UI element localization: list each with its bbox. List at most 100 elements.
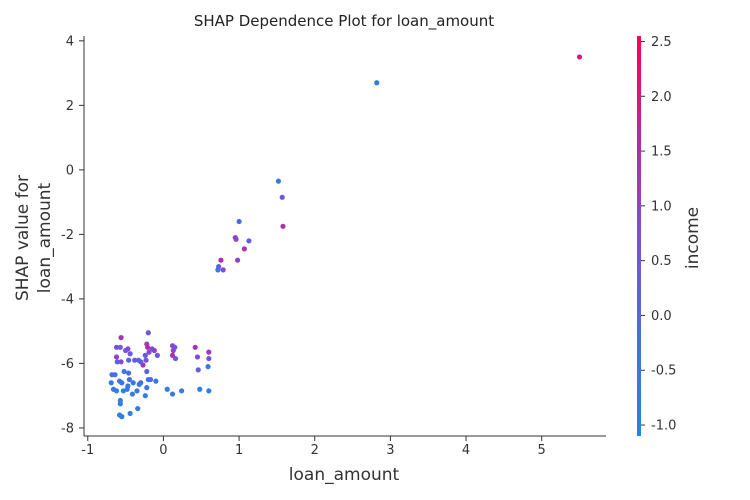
data-point (135, 405, 141, 412)
data-point (241, 246, 247, 252)
y-tick-label: -6 (61, 357, 74, 372)
data-point (192, 344, 198, 350)
x-axis-label: loan_amount (289, 465, 400, 485)
y-tick-label: -8 (61, 421, 74, 436)
data-point (123, 347, 129, 354)
data-point (136, 381, 142, 387)
x-tick-label: 1 (235, 443, 243, 458)
data-point (194, 354, 201, 360)
colorbar-label: income (683, 207, 703, 269)
data-point (153, 378, 159, 384)
data-point (144, 368, 150, 375)
data-point (114, 359, 120, 365)
colorbar-tick-label: 2.5 (651, 35, 672, 50)
plot-area: -1 0 1 2 3 4 5 -8 -6 -4 -2 0 2 4 (61, 34, 606, 458)
data-point (126, 376, 132, 383)
data-point (233, 236, 239, 242)
colorbar: -1.0 -0.5 0.0 0.5 1.0 1.5 2.0 2.5 (637, 35, 676, 436)
data-point (109, 372, 115, 378)
y-tick-label: 2 (66, 99, 74, 114)
data-point (205, 364, 211, 370)
data-point (206, 388, 212, 394)
data-point (576, 54, 583, 60)
colorbar-tick-label: 0.0 (651, 309, 672, 324)
data-point (110, 386, 117, 392)
data-point (130, 380, 136, 386)
colorbar-tick-label: -0.5 (651, 364, 676, 379)
data-point (206, 349, 212, 355)
x-tick-label: 4 (462, 443, 470, 458)
data-point (197, 386, 203, 392)
data-point (117, 344, 123, 350)
data-point (154, 352, 160, 358)
data-point (246, 238, 252, 244)
colorbar-tick-label: 1.0 (651, 199, 672, 214)
x-tick-label: 0 (159, 443, 167, 458)
data-point (144, 385, 150, 391)
data-point (218, 257, 224, 263)
data-point (169, 343, 176, 349)
data-point (374, 80, 380, 86)
y-tick-label: -4 (61, 292, 74, 307)
data-point (118, 359, 124, 365)
x-tick-label: 5 (538, 443, 546, 458)
y-ticks: -8 -6 -4 -2 0 2 4 (61, 34, 84, 436)
data-point (126, 357, 132, 363)
data-point (145, 330, 151, 336)
data-point (220, 267, 226, 273)
data-point (132, 357, 138, 363)
data-point (129, 391, 136, 397)
colorbar-gradient (637, 36, 641, 436)
data-point (280, 223, 286, 229)
data-point (142, 352, 148, 358)
y-axis-label-line-2: loan_amount (35, 182, 55, 293)
data-point (119, 414, 125, 420)
data-point (164, 386, 170, 392)
y-axis-label-line-1: SHAP value for (13, 175, 33, 301)
data-point (146, 349, 152, 355)
data-point (118, 335, 124, 341)
colorbar-tick-label: 1.5 (651, 145, 672, 160)
data-point (117, 401, 123, 407)
data-point (178, 388, 185, 394)
data-point (127, 410, 133, 417)
data-point (215, 267, 221, 273)
data-point (172, 355, 179, 362)
data-point (108, 380, 114, 386)
data-point (142, 393, 148, 399)
data-point (135, 357, 142, 363)
data-point (143, 357, 149, 363)
x-tick-label: 3 (386, 443, 394, 458)
data-point (170, 347, 176, 354)
data-point (120, 388, 126, 394)
x-tick-label: -1 (81, 443, 94, 458)
data-point (195, 367, 201, 373)
data-point (113, 354, 120, 360)
y-axis-label-2: loan_amount (35, 182, 55, 293)
data-point (126, 370, 132, 376)
data-point (275, 178, 282, 184)
data-point (147, 376, 154, 383)
y-tick-label: -2 (61, 228, 74, 243)
y-tick-label: 4 (66, 34, 74, 49)
chart-title: SHAP Dependence Plot for loan_amount (194, 12, 494, 31)
data-point (134, 388, 140, 394)
colorbar-tick-label: -1.0 (651, 419, 676, 434)
colorbar-tick-label: 2.0 (651, 90, 672, 105)
data-point (169, 391, 176, 397)
y-tick-label: 0 (66, 163, 74, 178)
data-point (236, 218, 242, 225)
data-point (279, 194, 285, 200)
data-point (206, 355, 212, 362)
data-point (234, 257, 241, 263)
data-point (116, 378, 123, 384)
colorbar-tick-label: 0.5 (651, 254, 672, 269)
colorbar-ticks: -1.0 -0.5 0.0 0.5 1.0 1.5 2.0 2.5 (641, 35, 676, 434)
scatter-points (108, 54, 583, 420)
data-point (127, 351, 133, 357)
data-point (121, 368, 127, 375)
y-axis-label: SHAP value for (13, 175, 33, 301)
x-ticks: -1 0 1 2 3 4 5 (81, 436, 546, 458)
x-tick-label: 2 (311, 443, 319, 458)
